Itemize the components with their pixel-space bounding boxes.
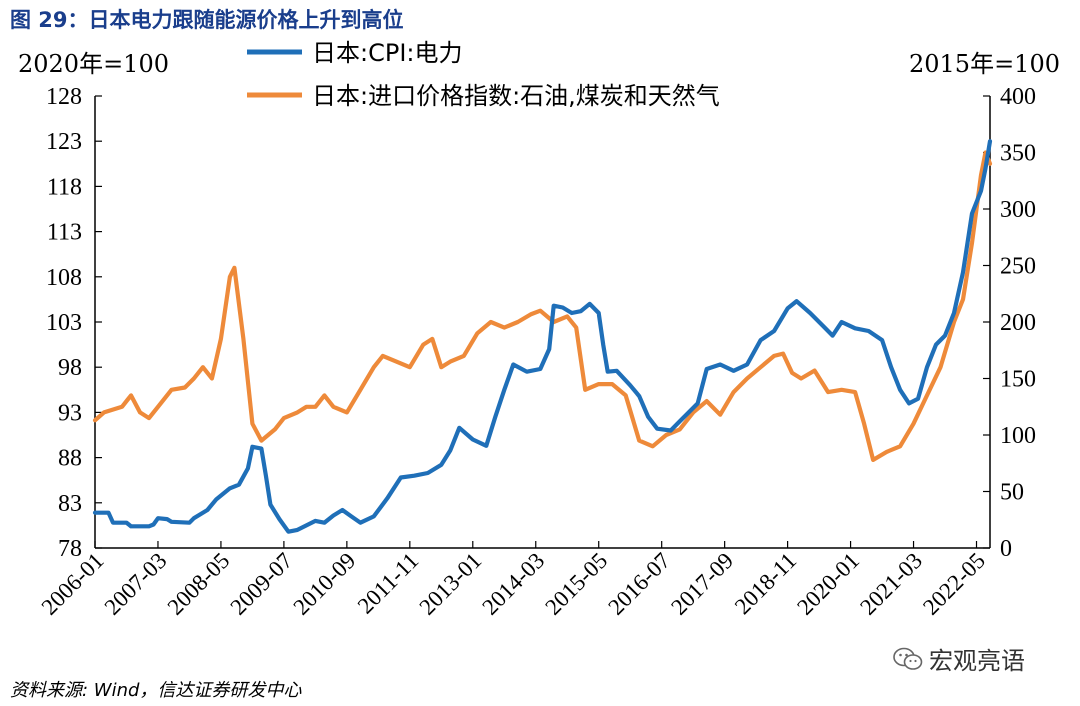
series-lines (92, 139, 993, 534)
x-tick-label: 2007-03 (100, 548, 172, 620)
left-tick-label: 88 (58, 446, 82, 472)
right-tick-label: 350 (1000, 141, 1036, 167)
series-line (92, 139, 993, 534)
x-tick-label: 2015-05 (540, 548, 612, 620)
left-tick-label: 108 (46, 265, 82, 291)
right-axis-unit: 2015年=100 (909, 50, 1060, 78)
figure-title: 图 29：日本电力跟随能源价格上升到高位 (10, 8, 404, 32)
legend-label: 日本:CPI:电力 (312, 39, 462, 67)
x-tick-label: 2009-07 (226, 548, 298, 620)
x-tick-label: 2020-01 (792, 548, 864, 620)
right-tick-label: 300 (1000, 197, 1036, 223)
x-tick-label: 2018-11 (730, 548, 801, 619)
x-axis: 2006-012007-032008-052009-072010-092011-… (37, 541, 990, 620)
left-tick-label: 83 (58, 491, 82, 517)
right-tick-label: 150 (1000, 367, 1036, 393)
left-axis-unit: 2020年=100 (18, 50, 169, 78)
left-tick-label: 128 (46, 84, 82, 110)
x-tick-label: 2017-09 (666, 548, 738, 620)
right-tick-label: 100 (1000, 423, 1036, 449)
right-tick-label: 50 (1000, 480, 1024, 506)
right-tick-label: 0 (1000, 536, 1012, 562)
x-tick-label: 2010-09 (289, 548, 361, 620)
x-tick-label: 2008-05 (163, 548, 235, 620)
x-tick-label: 2013-01 (414, 548, 486, 620)
left-tick-label: 123 (46, 129, 82, 155)
watermark: 宏观亮语 (893, 641, 1025, 676)
right-tick-label: 200 (1000, 310, 1036, 336)
right-tick-label: 250 (1000, 254, 1036, 280)
wechat-icon (893, 647, 923, 670)
x-tick-label: 2021-03 (855, 548, 927, 620)
right-axis: 0 50 100 150 200 250 300 350 400 (983, 84, 1036, 562)
legend-label: 日本:进口价格指数:石油,煤炭和天然气 (312, 82, 720, 110)
series-line (92, 150, 993, 462)
left-tick-label: 93 (58, 400, 82, 426)
left-tick-label: 98 (58, 355, 82, 381)
left-tick-label: 118 (47, 174, 82, 200)
x-tick-label: 2016-07 (603, 548, 675, 620)
x-tick-label: 2014-03 (477, 548, 549, 620)
x-tick-label: 2022-05 (918, 548, 990, 620)
source-note: 资料来源: Wind，信达证券研发中心 (10, 680, 302, 701)
left-tick-label: 78 (58, 536, 82, 562)
left-tick-label: 113 (47, 220, 82, 246)
left-tick-label: 103 (46, 310, 82, 336)
right-tick-label: 400 (1000, 84, 1036, 110)
left-axis: 78 83 88 93 98 103 108 113 118 123 128 (46, 84, 102, 562)
watermark-text: 宏观亮语 (929, 647, 1025, 675)
x-tick-label: 2011-11 (353, 548, 424, 619)
